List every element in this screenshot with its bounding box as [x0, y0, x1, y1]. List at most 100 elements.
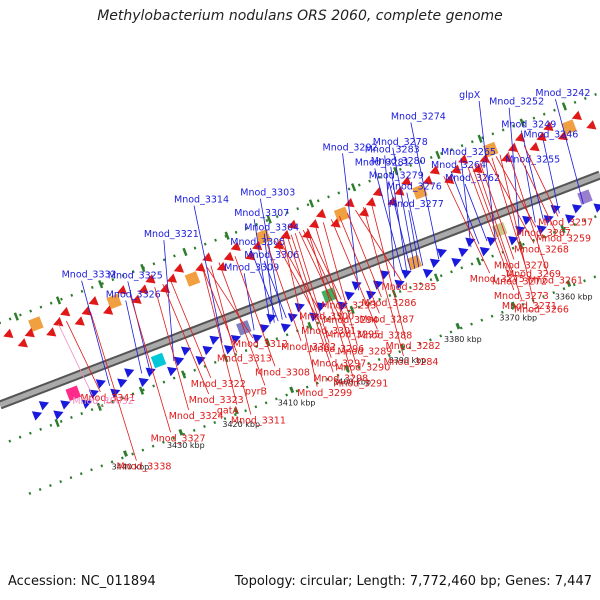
scale-tick [289, 386, 295, 394]
reverse-gene-label: Mnod_3341 [80, 393, 135, 404]
reverse-gene-label: Mnod_3271 [502, 301, 557, 312]
forward-gene-label: Mnod_3242 [535, 88, 590, 99]
reverse-gene-arrow [365, 197, 377, 207]
reverse-gene-arrow [138, 284, 149, 294]
reverse-gene-arrow [586, 120, 597, 130]
leader-line [347, 213, 382, 298]
leader-line [450, 170, 480, 245]
lane-tick [181, 370, 187, 379]
lane-tick [435, 150, 441, 160]
forward-gene-arrow [31, 411, 43, 421]
forward-gene-arrow [95, 379, 106, 389]
reverse-gene-label: Mnod_3291 [333, 379, 388, 390]
reverse-gene-label: Mnod_3327 [151, 433, 206, 444]
reverse-gene-arrow [173, 263, 184, 273]
leader-line [302, 229, 344, 315]
forward-gene-label: Mnod_3279 [369, 170, 424, 181]
forward-gene-label: Mnod_3274 [391, 112, 446, 123]
reverse-gene-arrow [529, 141, 540, 152]
reverse-gene-label: Mnod_3322 [191, 379, 246, 390]
leader-line [263, 260, 287, 319]
leader-line [499, 154, 535, 304]
reverse-gene-label: Mnod_3293 [321, 301, 376, 312]
leader-line [520, 130, 544, 220]
lane-tick [265, 337, 271, 347]
forward-gene-arrow [145, 367, 156, 377]
reverse-gene-label: Mnod_3302 [281, 342, 336, 353]
reverse-feature-block [106, 293, 122, 310]
reverse-gene-arrow [159, 283, 171, 293]
reverse-gene-label: Mnod_3269 [506, 269, 561, 280]
forward-gene-label: Mnod_3255 [505, 155, 560, 166]
reverse-gene-arrow [451, 164, 462, 174]
scale-tick [455, 322, 461, 330]
forward-gene-label: Mnod_3314 [174, 195, 229, 206]
leader-line [491, 157, 527, 268]
accession-label: Accession: NC_011894 [8, 574, 156, 589]
leader-line [487, 159, 535, 244]
reverse-gene-arrow [17, 338, 28, 348]
leader-line [392, 147, 416, 269]
reverse-gene-label: Mnod_3286 [361, 298, 416, 309]
lane-tick [182, 247, 188, 257]
forward-gene-label: Mnod_3292 [323, 142, 378, 153]
reverse-gene-label: Mnod_3311 [231, 416, 286, 427]
scale-tick-label: 3410 kbp [278, 399, 316, 408]
lane-tick [350, 183, 357, 192]
reverse-gene-label: Mnod_3301 [301, 326, 356, 337]
forward-gene-label: Mnod_3321 [144, 229, 199, 240]
forward-gene-arrow [280, 323, 291, 333]
leader-line [294, 233, 330, 344]
leader-line [339, 216, 380, 314]
forward-gene-arrow [180, 346, 192, 356]
forward-gene-arrow [202, 345, 213, 356]
reverse-gene-arrow [507, 142, 519, 153]
reverse-gene-arrow [401, 176, 412, 186]
reverse-gene-label: Mnod_3290 [335, 362, 390, 373]
reverse-gene-label: Mnod_3261 [528, 276, 583, 287]
leader-line [193, 205, 223, 343]
forward-feature-block [491, 222, 508, 238]
leader-line [406, 192, 424, 266]
leader-line [210, 265, 252, 415]
leader-line [154, 286, 190, 411]
leader-line [202, 268, 238, 405]
reverse-gene-arrow [500, 152, 512, 163]
forward-feature-block [65, 385, 82, 401]
reverse-gene-arrow [166, 273, 178, 283]
leader-line [374, 168, 404, 274]
reverse-gene-arrow [116, 285, 128, 295]
reverse-gene-arrow [543, 121, 554, 131]
reverse-gene-label: Mnod_3298 [313, 373, 368, 384]
lane-tick [54, 418, 60, 428]
reverse-gene-label: Mnod_3282 [386, 341, 441, 352]
genome-summary: Topology: circular; Length: 7,772,460 bp… [234, 574, 592, 589]
lane-tick [477, 134, 483, 143]
leader-line [314, 225, 356, 362]
reverse-gene-arrow [252, 240, 263, 251]
reverse-gene-label: Mnod_3275 [470, 274, 525, 285]
lane-tick [55, 296, 62, 305]
scale-tick [400, 344, 406, 351]
reverse-gene-arrow [458, 154, 469, 164]
backbone-line [0, 172, 600, 408]
leader-line [206, 266, 254, 339]
forward-gene-arrow [394, 279, 405, 290]
reverse-gene-arrow [287, 219, 298, 230]
reverse-gene-arrow [216, 261, 227, 272]
leader-line [57, 323, 93, 396]
forward-gene-arrow [508, 236, 519, 246]
leader-line [390, 166, 408, 272]
forward-gene-arrow [38, 401, 50, 411]
forward-gene-arrow [223, 345, 235, 355]
reverse-gene-label: Mnod_3288 [357, 330, 412, 341]
reverse-gene-label: Mnod_3267 [516, 228, 571, 239]
leader-line [234, 256, 276, 367]
forward-gene-label: Mnod_3309 [224, 262, 279, 273]
reverse-feature-block [482, 141, 499, 158]
forward-feature-block [577, 189, 593, 205]
forward-gene-arrow [515, 225, 526, 236]
leader-line [282, 237, 318, 387]
reverse-gene-arrow [308, 218, 320, 229]
